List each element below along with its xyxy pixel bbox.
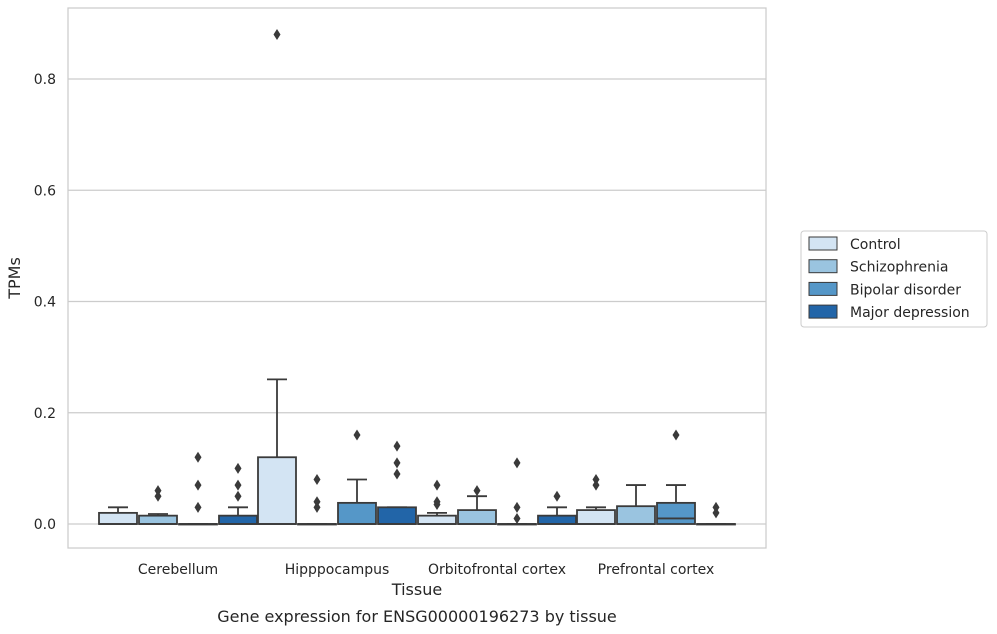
legend-frame: [800, 230, 988, 328]
box-1-3: [616, 484, 656, 525]
box-0-2: [417, 479, 457, 525]
outlier-point: [234, 462, 242, 474]
outlier-point: [313, 496, 321, 508]
outlier-point: [473, 485, 481, 497]
box-iqr: [337, 501, 377, 525]
legend-swatch: [808, 259, 838, 274]
box-iqr: [417, 514, 457, 525]
box-2-3: [656, 429, 696, 525]
chart-title: Gene expression for ENSG00000196273 by t…: [217, 607, 617, 626]
box-iqr: [218, 514, 258, 525]
box-iqr: [616, 505, 656, 525]
box-iqr: [537, 514, 577, 525]
outlier-point: [712, 501, 720, 513]
outlier-point: [393, 468, 401, 480]
y-axis-ticks: 0.0 0.2 0.4 0.6 0.8: [34, 72, 56, 533]
outlier-point: [353, 429, 361, 441]
y-tick-label: 0.6: [34, 183, 56, 199]
outlier-point: [433, 479, 441, 491]
outlier-point: [194, 501, 202, 513]
legend-label: Bipolar disorder: [850, 282, 961, 298]
x-axis-label: Tissue: [391, 580, 442, 599]
box-series: [98, 29, 736, 526]
box-1-0: [138, 485, 178, 525]
box-iqr: [576, 509, 616, 525]
outlier-point: [513, 512, 521, 524]
outlier-point: [592, 479, 600, 491]
outlier-point: [393, 440, 401, 452]
outlier-point: [592, 474, 600, 485]
outlier-point: [712, 507, 720, 519]
legend-label: Control: [850, 237, 901, 253]
box-1-2: [457, 485, 497, 525]
outlier-point: [513, 501, 521, 513]
outlier-point: [313, 501, 321, 513]
gridlines: [68, 78, 766, 525]
outlier-point: [313, 474, 321, 485]
y-tick-label: 0.2: [34, 406, 56, 422]
x-tick-label: Prefrontal cortex: [598, 562, 715, 578]
box-3-0: [218, 462, 258, 525]
box-iqr: [377, 506, 417, 525]
x-tick-label: Orbitofrontal cortex: [428, 562, 566, 578]
box-iqr: [98, 511, 138, 525]
box-iqr: [656, 501, 696, 525]
outlier-point: [194, 451, 202, 463]
y-tick-label: 0.8: [34, 72, 56, 88]
outlier-point: [154, 485, 162, 497]
outlier-point: [273, 29, 281, 40]
box-2-1: [337, 429, 377, 525]
x-tick-label: Hipppocampus: [285, 562, 390, 578]
outlier-point: [234, 479, 242, 491]
legend-swatch: [808, 281, 838, 296]
box-3-1: [377, 440, 417, 525]
box-2-2: [497, 457, 537, 526]
legend-label: Schizophrenia: [850, 260, 948, 276]
box-iqr: [138, 514, 178, 525]
y-tick-label: 0.0: [34, 517, 56, 533]
legend-swatch: [808, 236, 838, 251]
plot-frame: [67, 7, 767, 549]
y-axis-label: TPMs: [5, 257, 24, 300]
x-axis-ticks: Cerebellum Hipppocampus Orbitofrontal cort…: [138, 562, 714, 578]
outlier-point: [553, 490, 561, 502]
legend-label: Major depression: [850, 305, 970, 321]
box-iqr: [257, 456, 297, 525]
box-3-2: [537, 490, 577, 525]
outlier-point: [194, 479, 202, 491]
outlier-point: [513, 457, 521, 469]
legend: Control Schizophrenia Bipolar disorder Majo…: [800, 230, 988, 328]
box-1-1: [297, 474, 337, 526]
legend-swatch: [808, 304, 838, 319]
box-iqr: [457, 509, 497, 525]
outlier-point: [672, 429, 680, 441]
outlier-point: [433, 496, 441, 508]
outlier-point: [393, 457, 401, 469]
box-3-3: [696, 501, 736, 526]
outlier-point: [234, 490, 242, 502]
y-tick-label: 0.4: [34, 295, 56, 311]
box-0-1: [257, 29, 297, 525]
box-0-0: [98, 506, 138, 525]
box-0-3: [576, 474, 616, 525]
box-2-0: [178, 451, 218, 526]
x-tick-label: Cerebellum: [138, 562, 218, 578]
outlier-point: [154, 490, 162, 502]
